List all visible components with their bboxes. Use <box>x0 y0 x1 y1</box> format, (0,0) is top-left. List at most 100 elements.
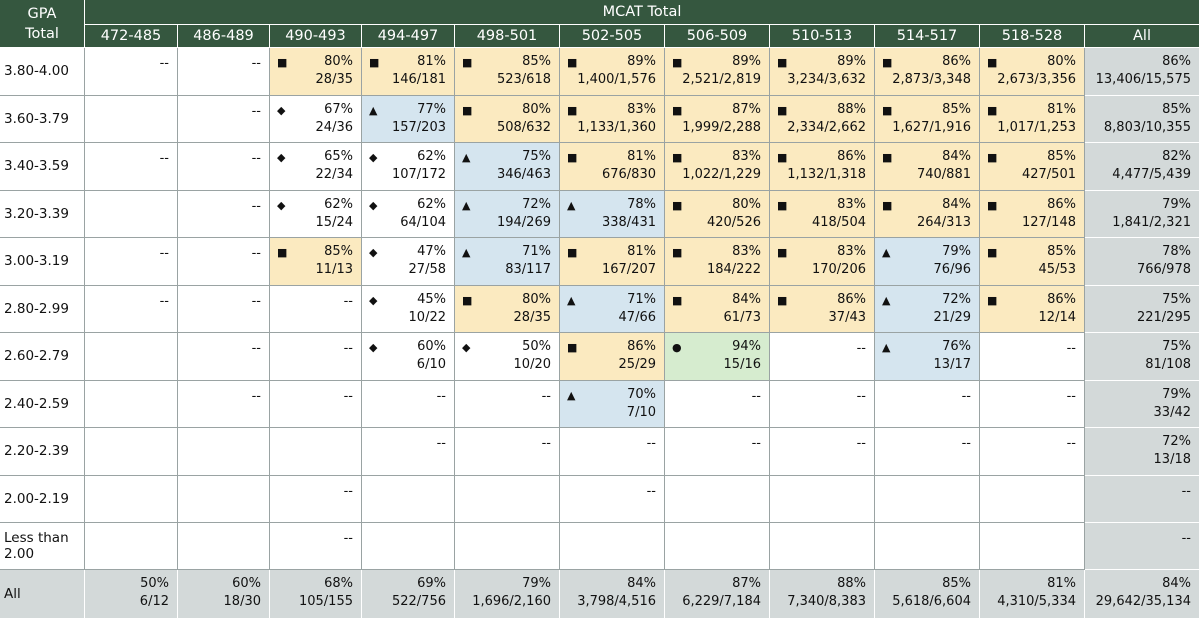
table-cell: ■ 86% 12/14 <box>980 285 1085 333</box>
column-header: 494-497 <box>362 25 455 48</box>
table-cell: ■ 83% 418/504 <box>770 190 875 238</box>
percentage: 85% <box>1162 101 1191 117</box>
category-symbol: ■ <box>777 246 788 259</box>
count: 1,400/1,576 <box>577 72 656 87</box>
table-cell: ■ 81% 146/181 <box>362 48 455 96</box>
no-data: -- <box>343 483 353 499</box>
table-cell: -- <box>85 48 178 96</box>
percentage: 79% <box>1162 196 1191 212</box>
count: 346/463 <box>496 167 551 182</box>
category-symbol: ● <box>672 341 682 354</box>
percentage: 81% <box>627 244 656 259</box>
count: 76/96 <box>933 262 971 277</box>
count: 2,334/2,662 <box>787 119 866 135</box>
table-cell: ▲ 79% 76/96 <box>875 238 980 286</box>
percentage: 79% <box>522 576 551 591</box>
count: 83/117 <box>505 262 551 277</box>
table-cell: ■ 85% 1,627/1,916 <box>875 95 980 143</box>
percentage: 88% <box>837 576 866 591</box>
column-header: All <box>1085 25 1200 48</box>
category-symbol: ▲ <box>567 388 576 402</box>
row-label: 2.20-2.39 <box>0 428 85 476</box>
no-data: -- <box>251 103 261 119</box>
table-cell: ■ 89% 2,521/2,819 <box>665 48 770 96</box>
table-cell: 78% 766/978 <box>1085 238 1200 286</box>
no-data: -- <box>251 198 261 214</box>
category-symbol: ■ <box>987 198 998 212</box>
no-data: -- <box>1066 436 1076 451</box>
count: 1,696/2,160 <box>472 594 551 609</box>
table-cell: ■ 80% 28/35 <box>270 48 362 96</box>
count: 3,798/4,516 <box>577 594 656 609</box>
count: 427/501 <box>1021 167 1076 182</box>
table-cell: -- <box>270 523 362 570</box>
percentage: 83% <box>732 244 761 259</box>
table-cell: 75% 81/108 <box>1085 333 1200 381</box>
table-cell <box>362 475 455 523</box>
table-cell: ◆ 65% 22/34 <box>270 143 362 191</box>
percentage: 45% <box>417 291 446 307</box>
category-symbol: ■ <box>777 103 788 117</box>
table-cell: -- <box>178 143 270 191</box>
table-cell: ◆ 67% 24/36 <box>270 95 362 143</box>
table-cell: ■ 83% 184/222 <box>665 238 770 286</box>
category-symbol: ■ <box>987 246 998 259</box>
no-data: -- <box>751 436 761 451</box>
table-cell <box>875 475 980 523</box>
count: 1,132/1,318 <box>787 167 866 182</box>
table-cell: 81% 4,310/5,334 <box>980 570 1085 619</box>
category-symbol: ◆ <box>369 341 378 354</box>
table-cell <box>85 475 178 523</box>
table-cell: 82% 4,477/5,439 <box>1085 143 1200 191</box>
category-symbol: ■ <box>567 56 578 69</box>
percentage: 84% <box>627 576 656 591</box>
category-symbol: ■ <box>369 56 380 69</box>
count: 184/222 <box>706 262 761 277</box>
percentage: 75% <box>1162 291 1191 307</box>
count: 676/830 <box>601 167 656 182</box>
table-cell: 84% 3,798/4,516 <box>560 570 665 619</box>
percentage: 81% <box>1047 576 1076 591</box>
percentage: 87% <box>732 101 761 117</box>
table-cell: ■ 83% 170/206 <box>770 238 875 286</box>
table-cell: ◆ 47% 27/58 <box>362 238 455 286</box>
no-data: -- <box>856 341 866 356</box>
percentage: 50% <box>522 339 551 354</box>
percentage: 85% <box>522 54 551 69</box>
percentage: 81% <box>417 54 446 69</box>
table-cell <box>85 333 178 381</box>
percentage: 81% <box>627 149 656 164</box>
count: 264/313 <box>916 214 971 230</box>
percentage: 76% <box>942 339 971 354</box>
table-cell: ■ 80% 28/35 <box>455 285 560 333</box>
count: 15/24 <box>315 214 353 230</box>
table-cell: ● 94% 15/16 <box>665 333 770 381</box>
count: 7/10 <box>626 404 656 420</box>
table-cell: ■ 86% 25/29 <box>560 333 665 381</box>
percentage: 71% <box>522 244 551 259</box>
category-symbol: ▲ <box>882 246 891 259</box>
table-cell <box>875 523 980 570</box>
column-header: 514-517 <box>875 25 980 48</box>
no-data: -- <box>251 56 261 71</box>
table-cell: ■ 81% 676/830 <box>560 143 665 191</box>
count: 27/58 <box>408 262 446 277</box>
table-cell <box>178 523 270 570</box>
percentage: 83% <box>732 149 761 164</box>
table-cell: -- <box>178 48 270 96</box>
table-cell: ▲ 77% 157/203 <box>362 95 455 143</box>
category-symbol: ■ <box>567 151 578 164</box>
percentage: 94% <box>732 339 761 354</box>
table-cell: ▲ 71% 47/66 <box>560 285 665 333</box>
table-cell: -- <box>665 380 770 428</box>
category-symbol: ■ <box>567 341 578 354</box>
count: 508/632 <box>496 119 551 135</box>
percentage: 86% <box>837 291 866 307</box>
table-cell: -- <box>1085 475 1200 523</box>
category-symbol: ■ <box>882 56 893 69</box>
percentage: 86% <box>837 149 866 164</box>
count: 6/10 <box>416 357 446 372</box>
table-cell <box>455 475 560 523</box>
table-cell: ■ 89% 1,400/1,576 <box>560 48 665 96</box>
